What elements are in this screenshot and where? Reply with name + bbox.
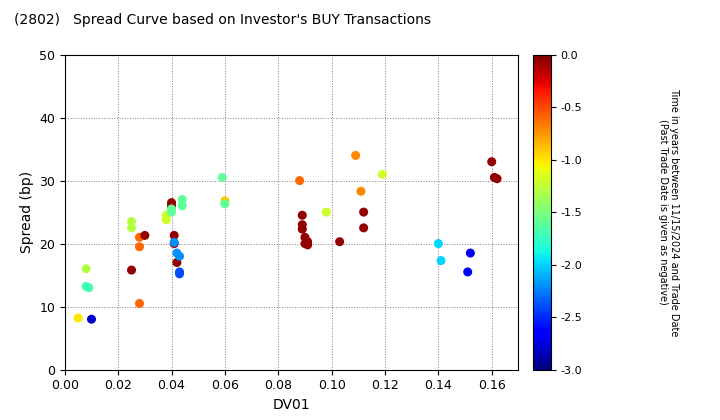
Point bbox=[219, 197, 230, 204]
Point bbox=[355, 188, 366, 194]
Point bbox=[294, 177, 305, 184]
Point bbox=[489, 174, 500, 181]
Y-axis label: Spread (bp): Spread (bp) bbox=[19, 171, 34, 253]
Point bbox=[491, 176, 503, 182]
Point bbox=[166, 209, 177, 215]
Text: (2802)   Spread Curve based on Investor's BUY Transactions: (2802) Spread Curve based on Investor's … bbox=[14, 13, 431, 26]
Point bbox=[300, 234, 311, 241]
Point bbox=[174, 253, 185, 260]
Point bbox=[358, 224, 369, 231]
Point bbox=[171, 249, 183, 256]
Point bbox=[176, 202, 188, 209]
Point bbox=[83, 284, 94, 291]
Y-axis label: Time in years between 11/15/2024 and Trade Date
(Past Trade Date is given as neg: Time in years between 11/15/2024 and Tra… bbox=[658, 88, 680, 336]
Point bbox=[297, 221, 308, 228]
Point bbox=[176, 196, 188, 203]
Point bbox=[161, 212, 172, 218]
Point bbox=[462, 269, 474, 276]
Point bbox=[134, 243, 145, 250]
Point bbox=[358, 209, 369, 215]
Point bbox=[168, 240, 180, 247]
Point bbox=[168, 239, 180, 246]
Point bbox=[219, 200, 230, 207]
X-axis label: DV01: DV01 bbox=[273, 398, 310, 412]
Point bbox=[126, 218, 138, 225]
Point bbox=[302, 238, 313, 245]
Point bbox=[297, 212, 308, 218]
Point bbox=[81, 283, 92, 290]
Point bbox=[168, 232, 180, 239]
Point bbox=[486, 158, 498, 165]
Point bbox=[464, 249, 476, 256]
Point bbox=[320, 209, 332, 215]
Point bbox=[334, 238, 346, 245]
Point bbox=[302, 241, 313, 248]
Point bbox=[297, 226, 308, 232]
Point bbox=[166, 199, 177, 206]
Point bbox=[161, 216, 172, 223]
Point bbox=[433, 240, 444, 247]
Point bbox=[73, 315, 84, 321]
Point bbox=[126, 267, 138, 273]
Point bbox=[166, 202, 177, 209]
Point bbox=[436, 257, 447, 264]
Point bbox=[139, 232, 150, 239]
Point bbox=[81, 265, 92, 272]
Point bbox=[126, 224, 138, 231]
Point bbox=[171, 259, 183, 266]
Point bbox=[174, 269, 185, 276]
Point bbox=[134, 234, 145, 241]
Point bbox=[377, 171, 388, 178]
Point bbox=[174, 270, 185, 277]
Point bbox=[134, 300, 145, 307]
Point bbox=[86, 316, 97, 323]
Point bbox=[300, 240, 311, 247]
Point bbox=[350, 152, 361, 159]
Point bbox=[166, 205, 177, 212]
Point bbox=[217, 174, 228, 181]
